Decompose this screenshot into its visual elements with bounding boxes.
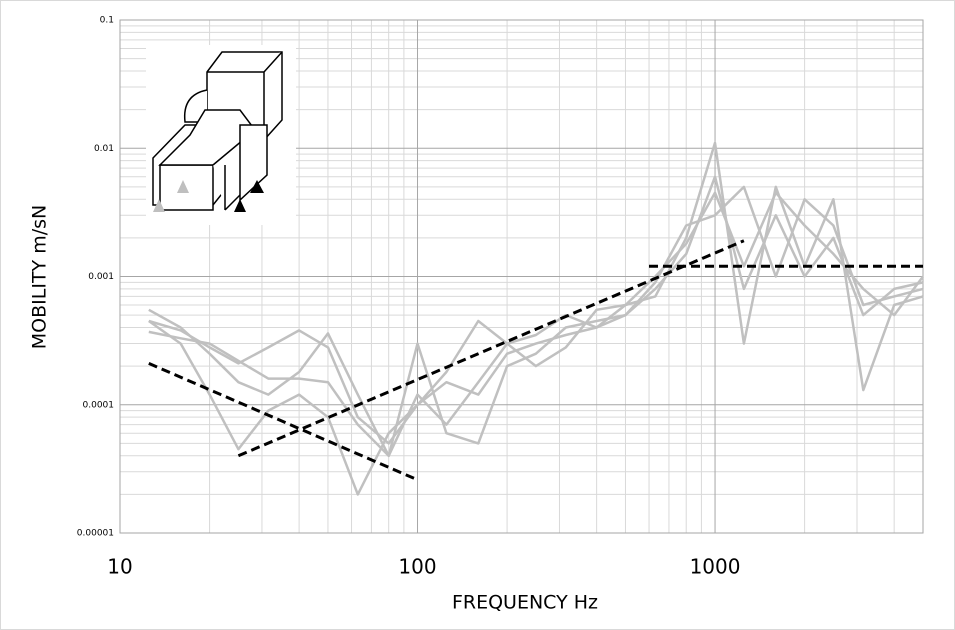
x-tick-label: 1000 bbox=[690, 555, 741, 579]
inset-diagram bbox=[146, 45, 296, 225]
y-axis-label: MOBILITY m/sN bbox=[29, 205, 51, 349]
x-axis-label: FREQUENCY Hz bbox=[452, 592, 598, 614]
y-tick-label: 0.01 bbox=[94, 144, 114, 154]
dashed-line bbox=[237, 239, 745, 458]
data-line bbox=[148, 141, 924, 496]
grid bbox=[119, 19, 924, 534]
y-tick-label: 0.00001 bbox=[77, 529, 114, 539]
data-line bbox=[148, 175, 924, 458]
x-tick-label: 100 bbox=[398, 555, 436, 579]
y-tick-label: 0.0001 bbox=[83, 400, 115, 410]
y-tick-label: 0.1 bbox=[100, 16, 114, 26]
plot-lines bbox=[148, 141, 925, 496]
y-tick-label: 0.001 bbox=[88, 272, 114, 282]
data-line bbox=[148, 185, 924, 458]
dashed-line bbox=[148, 362, 419, 482]
x-tick-label: 10 bbox=[107, 555, 132, 579]
data-line bbox=[148, 191, 925, 445]
